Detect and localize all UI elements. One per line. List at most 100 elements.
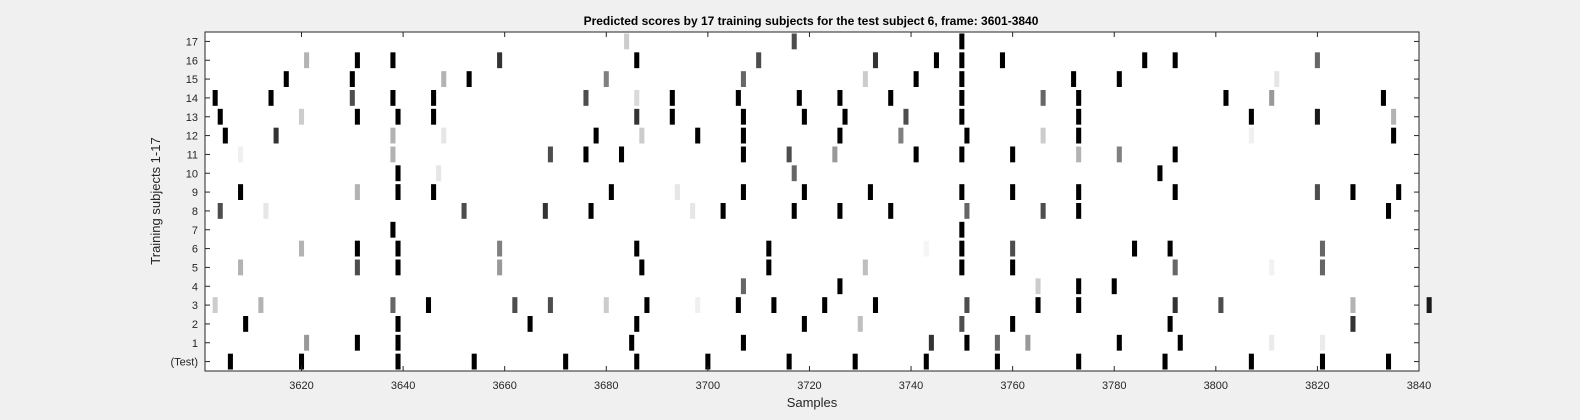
y-tick-label: 8	[192, 206, 198, 218]
heatmap-cell	[390, 52, 396, 69]
heatmap-cell	[959, 184, 965, 200]
heatmap-cell	[1223, 90, 1229, 106]
heatmap-cell	[964, 127, 970, 144]
heatmap-cell	[740, 146, 746, 163]
heatmap-cell	[1248, 127, 1254, 144]
heatmap-cell	[791, 165, 797, 182]
heatmap-cell	[1391, 127, 1397, 144]
heatmap-cell	[1350, 316, 1356, 332]
heatmap-cell	[1010, 146, 1016, 163]
heatmap-cell	[639, 127, 645, 144]
heatmap-cell	[1319, 259, 1326, 276]
y-axis-label: Training subjects 1-17	[148, 137, 163, 264]
heatmap-cell	[1076, 184, 1082, 200]
heatmap-cell	[1010, 316, 1016, 332]
heatmap-cell	[471, 353, 477, 370]
heatmap-cell	[217, 108, 223, 125]
plot-area	[205, 32, 1419, 371]
heatmap-cell	[1350, 184, 1356, 200]
heatmap-cell	[964, 203, 970, 219]
heatmap-cell	[1035, 297, 1041, 313]
heatmap-cell	[608, 184, 614, 200]
heatmap-cell	[258, 297, 264, 313]
heatmap-cell	[928, 334, 934, 351]
heatmap-cell	[1172, 146, 1178, 163]
heatmap-cell	[461, 203, 467, 219]
heatmap-cell	[283, 71, 289, 87]
heatmap-cell	[964, 297, 970, 313]
heatmap-cell	[268, 90, 274, 106]
heatmap-cell	[837, 127, 843, 144]
heatmap-cell	[1132, 240, 1138, 257]
heatmap-cell	[1385, 203, 1392, 219]
heatmap-cell	[837, 90, 843, 106]
heatmap-cell	[1116, 71, 1122, 87]
heatmap-cell	[1010, 240, 1016, 257]
heatmap-cell	[1172, 184, 1178, 200]
heatmap-cell	[1248, 353, 1254, 370]
heatmap-cell	[390, 221, 396, 238]
heatmap-cell	[395, 108, 401, 125]
heatmap-cell	[583, 90, 589, 106]
heatmap-cell	[1269, 90, 1275, 106]
heatmap-cell	[512, 297, 518, 313]
heatmap-cell	[1391, 108, 1397, 125]
heatmap-cell	[1385, 353, 1392, 370]
heatmap-cell	[705, 353, 711, 370]
heatmap-cell	[354, 52, 360, 69]
heatmap-cell	[1142, 52, 1148, 69]
y-tick-label: 9	[192, 187, 198, 199]
heatmap-cell	[740, 334, 746, 351]
heatmap-marks	[212, 33, 1432, 370]
heatmap-cell	[898, 127, 904, 144]
heatmap-cell	[1076, 297, 1082, 313]
heatmap-cell	[959, 90, 965, 106]
heatmap-cell	[1116, 146, 1122, 163]
heatmap-cell	[425, 297, 432, 313]
heatmap-cell	[1040, 127, 1046, 144]
heatmap-cell	[431, 108, 437, 125]
heatmap-cell	[1010, 259, 1016, 276]
heatmap-cell	[431, 90, 437, 106]
x-tick-label: 3700	[696, 380, 720, 392]
heatmap-cell	[1172, 297, 1178, 313]
heatmap-cell	[786, 146, 792, 163]
heatmap-cell	[959, 33, 965, 50]
heatmap-cell	[466, 71, 472, 87]
y-tick-label: 4	[192, 281, 198, 293]
heatmap-cell	[395, 259, 401, 276]
heatmap-cell	[837, 278, 843, 295]
heatmap-cell	[618, 146, 625, 163]
y-tick-label: (Test)	[171, 357, 199, 369]
heatmap-cell	[639, 259, 645, 276]
heatmap-cell	[1172, 52, 1178, 69]
heatmap-cell	[227, 353, 233, 370]
heatmap-cell	[1177, 334, 1183, 351]
heatmap-cell	[1218, 297, 1224, 313]
heatmap-cell	[766, 259, 772, 276]
heatmap-cell	[298, 353, 305, 370]
heatmap-cell	[547, 297, 553, 313]
heatmap-cell	[1157, 165, 1163, 182]
heatmap-cell	[212, 90, 218, 106]
heatmap-cell	[923, 353, 929, 370]
heatmap-cell	[720, 203, 726, 219]
heatmap-cell	[674, 184, 680, 200]
heatmap-cell	[740, 71, 746, 87]
heatmap-cell	[959, 146, 965, 163]
heatmap-cell	[1076, 90, 1082, 106]
y-tick-label: 10	[186, 168, 198, 180]
heatmap-cell	[238, 146, 244, 163]
y-tick-label: 1	[192, 338, 198, 350]
x-tick-label: 3660	[492, 380, 516, 392]
x-tick-label: 3780	[1102, 380, 1126, 392]
heatmap-cell	[222, 127, 228, 144]
heatmap-cell	[1076, 278, 1082, 295]
x-tick-label: 3740	[899, 380, 923, 392]
heatmap-cell	[497, 52, 503, 69]
heatmap-cell	[497, 259, 503, 276]
heatmap-cell	[349, 90, 355, 106]
heatmap-cell	[441, 127, 447, 144]
